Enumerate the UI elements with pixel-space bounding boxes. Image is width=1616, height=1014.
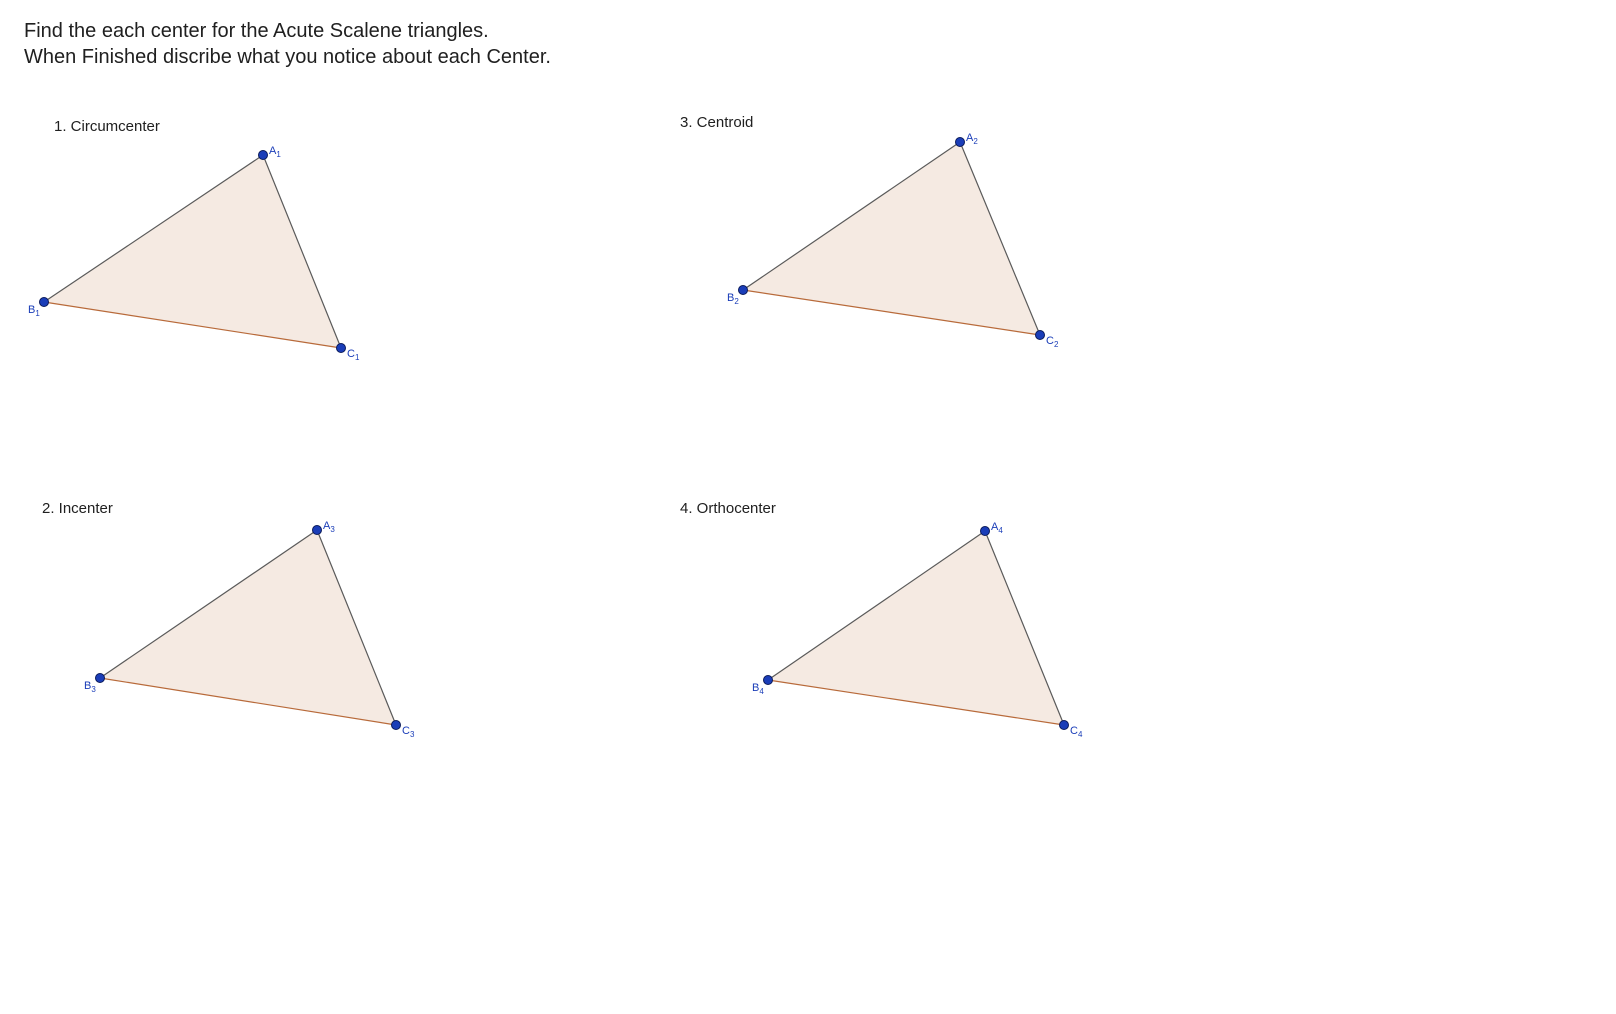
vertex-label-a-orthocenter: A4 bbox=[991, 521, 1003, 535]
vertex-b-orthocenter[interactable] bbox=[763, 675, 773, 685]
vertex-a-orthocenter[interactable] bbox=[980, 526, 990, 536]
vertex-label-b-orthocenter: B4 bbox=[752, 682, 764, 696]
vertex-label-c-orthocenter: C4 bbox=[1070, 725, 1082, 739]
triangle-fill bbox=[768, 531, 1064, 725]
triangle-orthocenter bbox=[0, 0, 1616, 1014]
vertex-c-orthocenter[interactable] bbox=[1059, 720, 1069, 730]
